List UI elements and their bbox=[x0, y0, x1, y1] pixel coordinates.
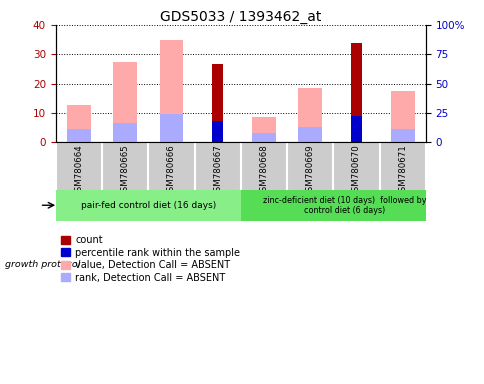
Text: pair-fed control diet (16 days): pair-fed control diet (16 days) bbox=[80, 201, 215, 210]
Text: GSM780669: GSM780669 bbox=[305, 144, 314, 197]
Text: GSM780665: GSM780665 bbox=[121, 144, 129, 197]
Title: GDS5033 / 1393462_at: GDS5033 / 1393462_at bbox=[160, 10, 321, 24]
Bar bbox=[390, 129, 414, 142]
Bar bbox=[159, 40, 183, 142]
Bar bbox=[212, 65, 223, 142]
Bar bbox=[67, 129, 91, 142]
Text: GSM780670: GSM780670 bbox=[351, 144, 360, 197]
Bar bbox=[212, 121, 223, 142]
Bar bbox=[298, 88, 321, 142]
Bar bbox=[56, 190, 240, 221]
Bar bbox=[350, 116, 361, 142]
Text: GSM780668: GSM780668 bbox=[259, 144, 268, 197]
Text: GSM780667: GSM780667 bbox=[213, 144, 222, 197]
Text: zinc-deficient diet (10 days)  followed by
control diet (6 days): zinc-deficient diet (10 days) followed b… bbox=[263, 195, 426, 215]
Bar bbox=[252, 133, 275, 142]
Text: GSM780671: GSM780671 bbox=[397, 144, 407, 197]
Bar bbox=[390, 91, 414, 142]
Text: GSM780664: GSM780664 bbox=[74, 144, 83, 197]
Legend: count, percentile rank within the sample, value, Detection Call = ABSENT, rank, : count, percentile rank within the sample… bbox=[60, 235, 240, 283]
Bar bbox=[67, 106, 91, 142]
Bar bbox=[350, 43, 361, 142]
Text: growth protocol: growth protocol bbox=[5, 260, 80, 270]
Bar bbox=[113, 61, 136, 142]
Bar bbox=[113, 123, 136, 142]
Bar bbox=[252, 117, 275, 142]
Bar bbox=[298, 127, 321, 142]
Text: GSM780666: GSM780666 bbox=[166, 144, 176, 197]
Bar bbox=[159, 114, 183, 142]
Bar bbox=[240, 190, 448, 221]
